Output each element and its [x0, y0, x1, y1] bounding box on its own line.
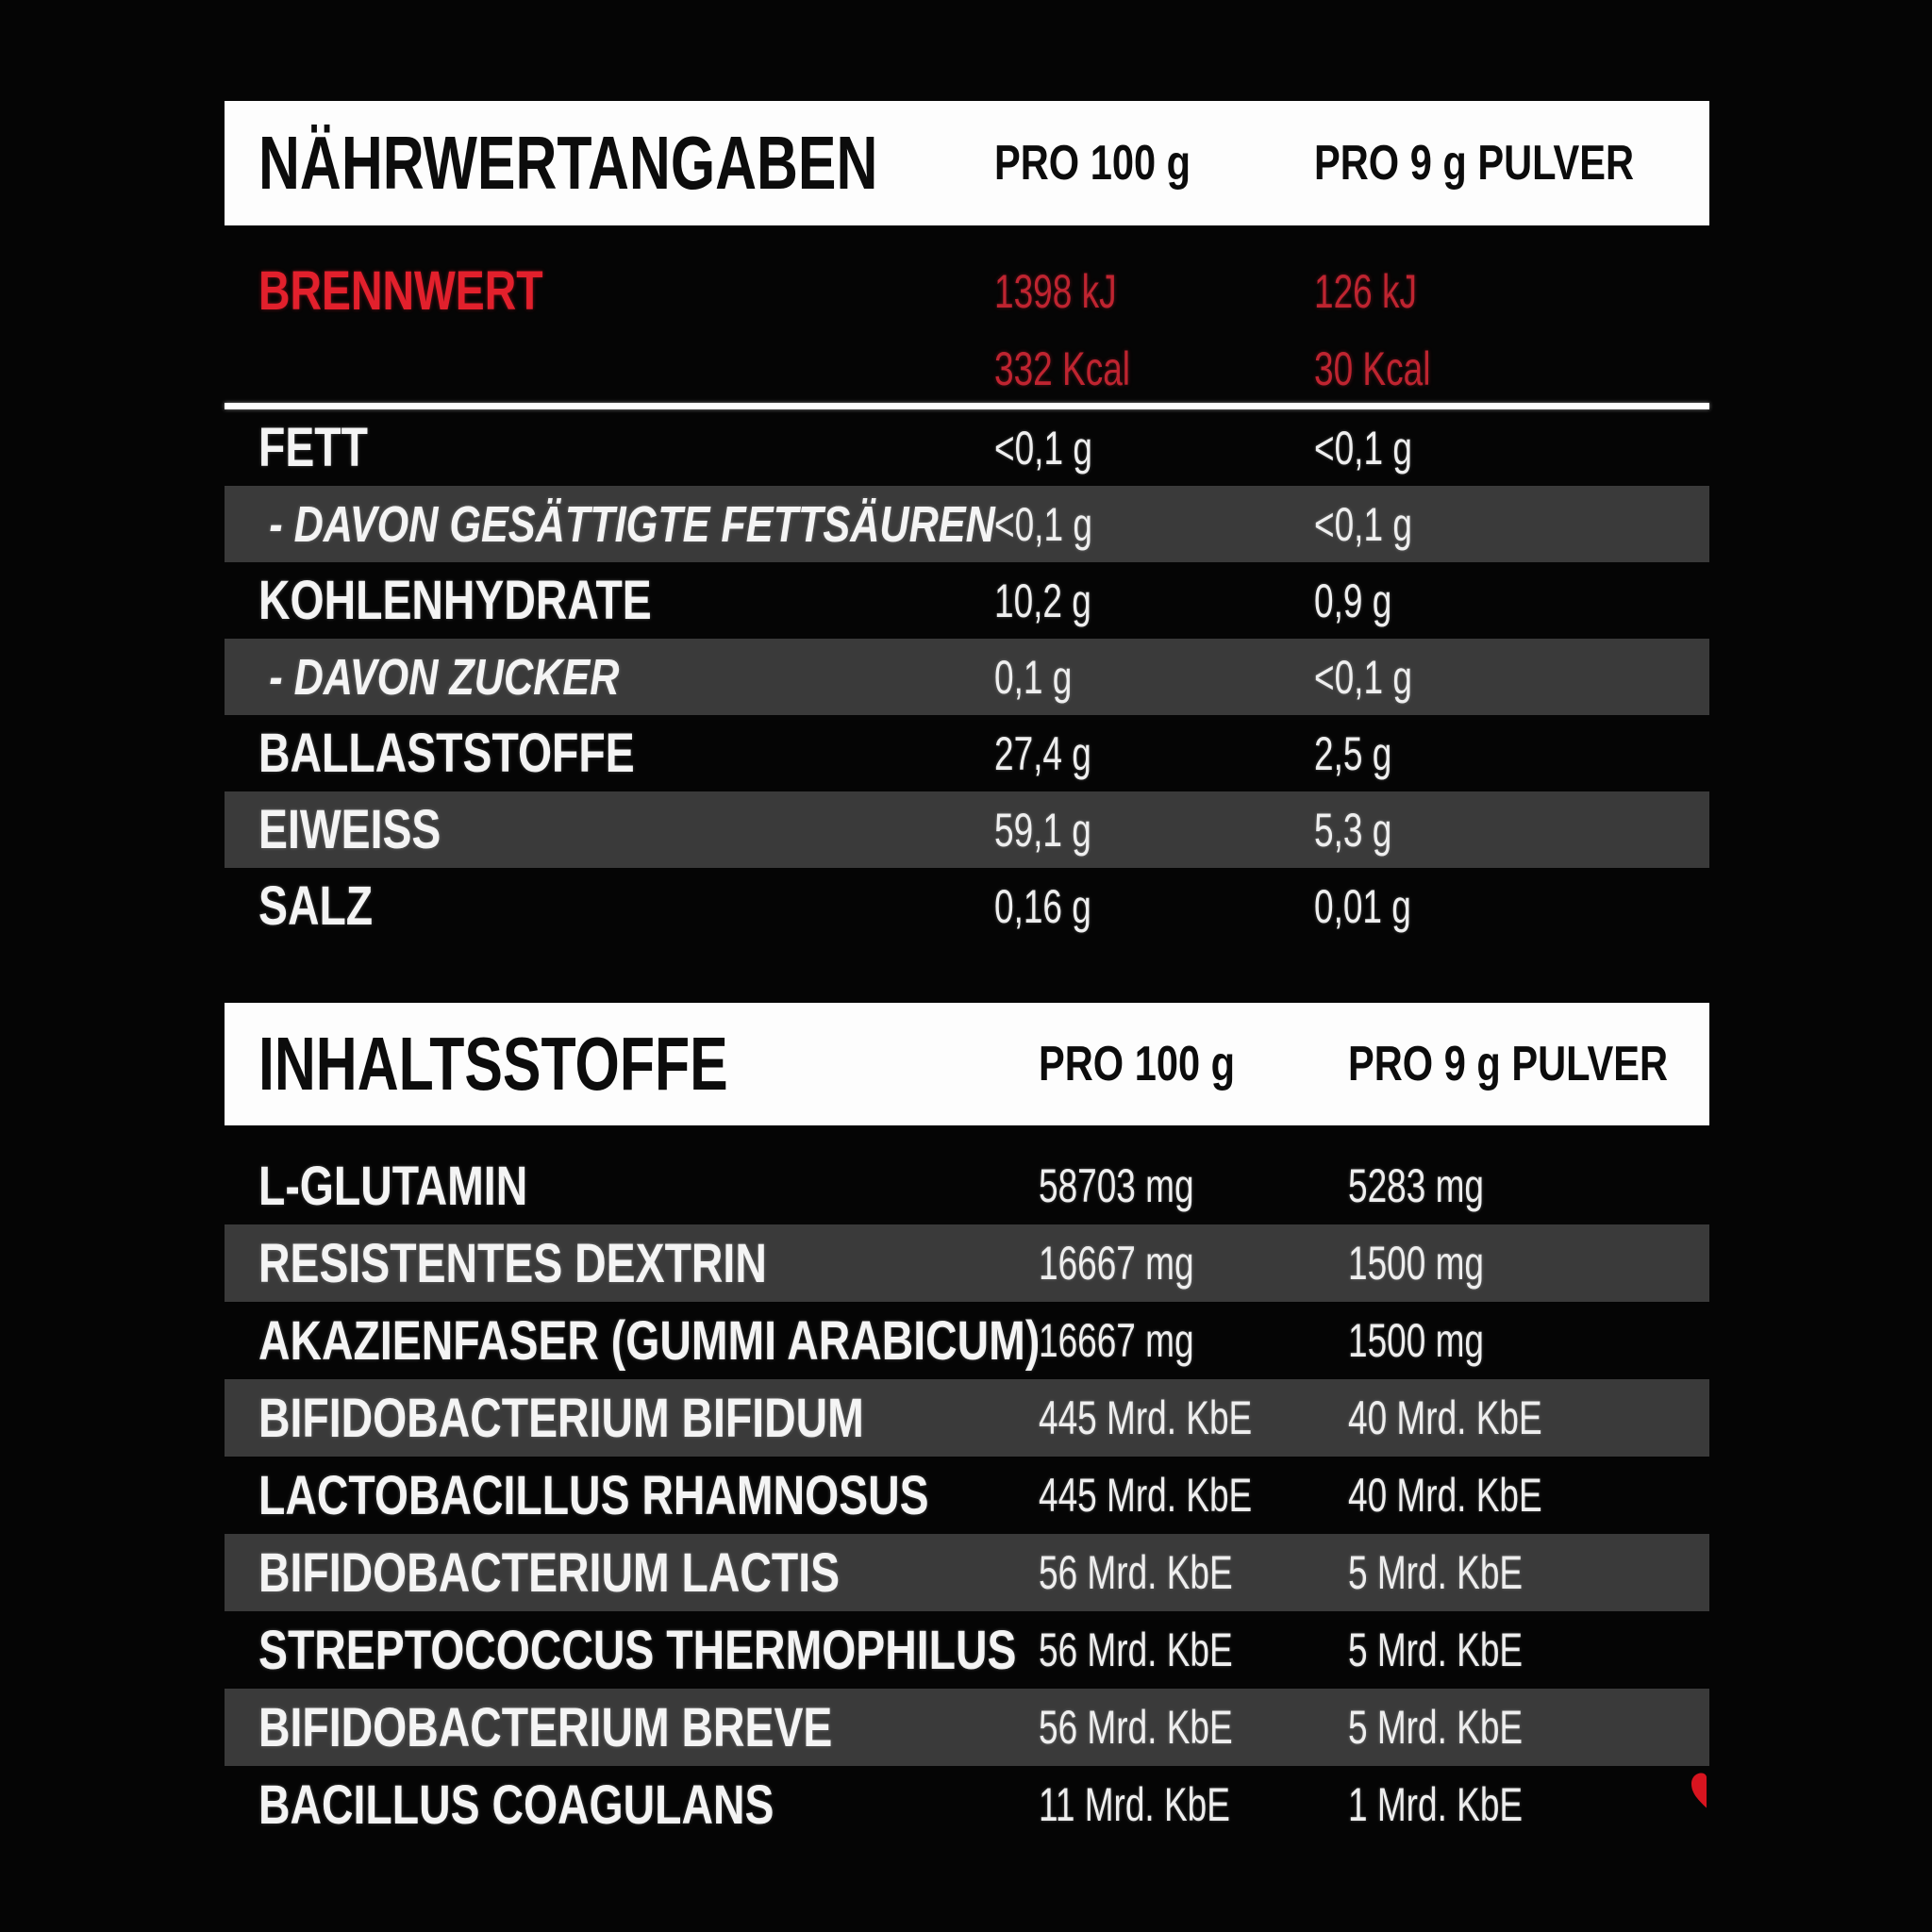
- value-per9g: 5 Mrd. KbE: [1348, 1701, 1524, 1754]
- value-per100g: 16667 mg: [1039, 1314, 1194, 1367]
- value-per100g: <0,1 g: [994, 497, 1092, 551]
- row-label: STREPTOCOCCUS THERMOPHILUS: [258, 1619, 1017, 1681]
- table-row: SALZ 0,16 g 0,01 g: [225, 868, 1709, 944]
- column-header-per9g: PRO 9 g PULVER: [1314, 136, 1635, 191]
- heart-icon: [1691, 1760, 1707, 1821]
- row-label: - DAVON ZUCKER: [269, 648, 620, 706]
- row-label: BRENNWERT: [258, 260, 543, 322]
- table-row: - DAVON GESÄTTIGTE FETTSÄUREN <0,1 g <0,…: [225, 486, 1709, 562]
- value-per100g: 0,16 g: [994, 879, 1091, 933]
- energy-row: BRENNWERT 1398 kJ 332 Kcal 126 kJ 30 Kca…: [225, 225, 1709, 403]
- row-label: LACTOBACILLUS RHAMNOSUS: [258, 1464, 929, 1526]
- row-label: BACILLUS COAGULANS: [258, 1774, 774, 1836]
- table-row: FETT <0,1 g <0,1 g: [225, 409, 1709, 486]
- row-label: FETT: [258, 417, 368, 478]
- ingredients-table-title: INHALTSSTOFFE: [258, 1022, 728, 1106]
- value-per9g: <0,1 g: [1314, 497, 1412, 551]
- row-label: L-GLUTAMIN: [258, 1155, 528, 1217]
- value-per9g: 1 Mrd. KbE: [1348, 1778, 1524, 1831]
- value-per100g: 11 Mrd. KbE: [1039, 1778, 1230, 1831]
- value-per9g: 2,5 g: [1314, 726, 1392, 780]
- value-per100g: 27,4 g: [994, 726, 1091, 780]
- table-row: BIFIDOBACTERIUM BIFIDUM 445 Mrd. KbE 40 …: [225, 1379, 1709, 1457]
- table-row: BALLASTSTOFFE 27,4 g 2,5 g: [225, 715, 1709, 791]
- value-per9g: 40 Mrd. KbE: [1348, 1391, 1542, 1444]
- table-row: RESISTENTES DEXTRIN 16667 mg 1500 mg: [225, 1224, 1709, 1302]
- column-header-per9g: PRO 9 g PULVER: [1348, 1037, 1669, 1091]
- value-per9g: 0,01 g: [1314, 879, 1411, 933]
- table-row: AKAZIENFASER (GUMMI ARABICUM) 16667 mg 1…: [225, 1302, 1709, 1379]
- value-per100g: 445 Mrd. KbE: [1039, 1469, 1253, 1522]
- value-per9g: 5 Mrd. KbE: [1348, 1546, 1524, 1599]
- row-label: BIFIDOBACTERIUM BIFIDUM: [258, 1387, 864, 1449]
- value-per100g: 445 Mrd. KbE: [1039, 1391, 1253, 1444]
- table-row: BACILLUS COAGULANS 11 Mrd. KbE 1 Mrd. Kb…: [225, 1766, 1709, 1843]
- value-per100g: 58703 mg: [1039, 1159, 1194, 1212]
- value-per100g: 1398 kJ 332 Kcal: [994, 265, 1130, 395]
- table-row: L-GLUTAMIN 58703 mg 5283 mg: [225, 1147, 1709, 1224]
- table-row: STREPTOCOCCUS THERMOPHILUS 56 Mrd. KbE 5…: [225, 1611, 1709, 1689]
- table-row: BIFIDOBACTERIUM LACTIS 56 Mrd. KbE 5 Mrd…: [225, 1534, 1709, 1611]
- row-label: AKAZIENFASER (GUMMI ARABICUM): [258, 1309, 1041, 1372]
- value-per100g: <0,1 g: [994, 421, 1092, 475]
- ingredients-rows: L-GLUTAMIN 58703 mg 5283 mg RESISTENTES …: [225, 1147, 1709, 1843]
- value-per100g: 16667 mg: [1039, 1237, 1194, 1290]
- row-label: SALZ: [258, 875, 374, 937]
- table-row: EIWEISS 59,1 g 5,3 g: [225, 791, 1709, 868]
- value-per9g: <0,1 g: [1314, 421, 1412, 475]
- value-per9g: 40 Mrd. KbE: [1348, 1469, 1542, 1522]
- nutrition-table-header: NÄHRWERTANGABEN PRO 100 g PRO 9 g PULVER: [225, 101, 1709, 225]
- value-per9g: 5 Mrd. KbE: [1348, 1624, 1524, 1676]
- value-per9g: 5283 mg: [1348, 1159, 1484, 1212]
- row-label: BIFIDOBACTERIUM LACTIS: [258, 1541, 841, 1604]
- value-per100g: 10,2 g: [994, 574, 1091, 627]
- row-label: - DAVON GESÄTTIGTE FETTSÄUREN: [269, 495, 995, 553]
- ingredients-table-header: INHALTSSTOFFE PRO 100 g PRO 9 g PULVER: [225, 1003, 1709, 1125]
- value-per9g: 1500 mg: [1348, 1314, 1484, 1367]
- table-row: - DAVON ZUCKER 0,1 g <0,1 g: [225, 639, 1709, 715]
- separator-line: [225, 403, 1709, 409]
- label-content: NÄHRWERTANGABEN PRO 100 g PRO 9 g PULVER…: [225, 101, 1709, 1843]
- value-per9g: 5,3 g: [1314, 803, 1392, 857]
- row-label: KOHLENHYDRATE: [258, 570, 652, 631]
- value-per9g: <0,1 g: [1314, 650, 1412, 704]
- table-row: KOHLENHYDRATE 10,2 g 0,9 g: [225, 562, 1709, 639]
- value-per100g: 59,1 g: [994, 803, 1091, 857]
- value-per100g: 56 Mrd. KbE: [1039, 1701, 1233, 1754]
- value-per100g: 0,1 g: [994, 650, 1073, 704]
- column-header-per100g: PRO 100 g: [1039, 1037, 1236, 1091]
- value-per100g: 56 Mrd. KbE: [1039, 1546, 1233, 1599]
- row-label: EIWEISS: [258, 799, 441, 860]
- nutrition-rows: FETT <0,1 g <0,1 g - DAVON GESÄTTIGTE FE…: [225, 409, 1709, 944]
- value-per100g: 56 Mrd. KbE: [1039, 1624, 1233, 1676]
- table-row: BIFIDOBACTERIUM BREVE 56 Mrd. KbE 5 Mrd.…: [225, 1689, 1709, 1766]
- row-label: BALLASTSTOFFE: [258, 723, 635, 784]
- row-label: RESISTENTES DEXTRIN: [258, 1232, 767, 1294]
- nutrition-table-title: NÄHRWERTANGABEN: [258, 121, 878, 205]
- table-row: LACTOBACILLUS RHAMNOSUS 445 Mrd. KbE 40 …: [225, 1457, 1709, 1534]
- value-per9g: 0,9 g: [1314, 574, 1392, 627]
- column-header-per100g: PRO 100 g: [994, 136, 1191, 191]
- value-per9g: 1500 mg: [1348, 1237, 1484, 1290]
- value-per9g: 126 kJ 30 Kcal: [1314, 265, 1431, 395]
- row-label: BIFIDOBACTERIUM BREVE: [258, 1696, 833, 1758]
